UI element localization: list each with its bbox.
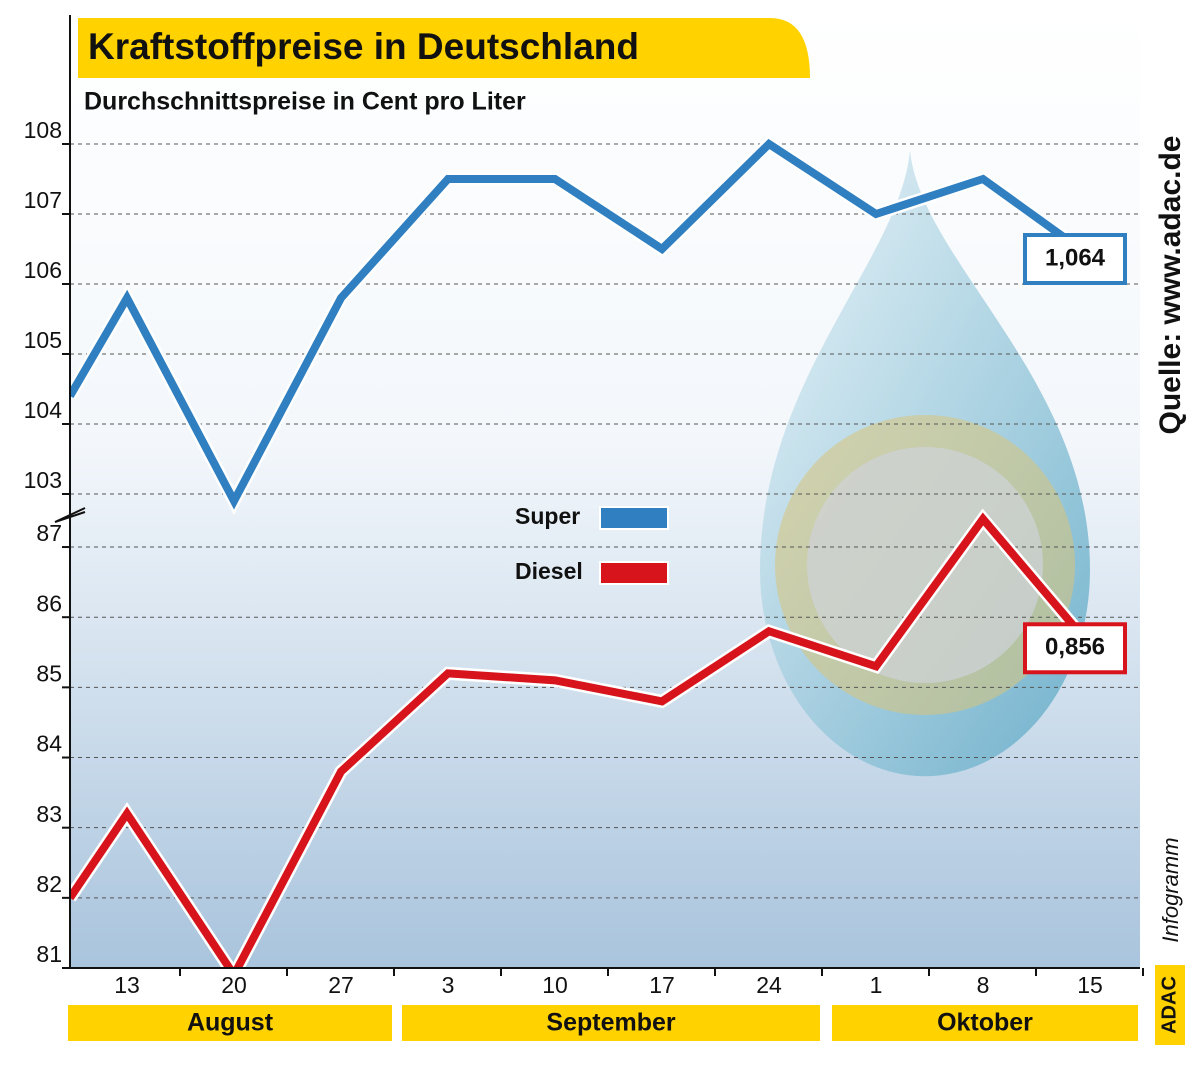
coin-center <box>807 447 1043 683</box>
y-tick-label: 105 <box>24 327 62 353</box>
source: Quelle: www.adac.de <box>1154 136 1187 435</box>
x-tick-label: 24 <box>756 972 782 998</box>
legend-label: Super <box>515 503 580 529</box>
y-tick-label: 104 <box>24 397 63 423</box>
chart-title: Kraftstoffpreise in Deutschland <box>88 26 639 67</box>
series-line <box>70 138 1093 510</box>
y-tick-label: 84 <box>36 731 62 757</box>
axis-break <box>54 507 86 523</box>
y-tick-label: 81 <box>36 941 62 967</box>
series-line <box>70 512 1094 968</box>
y-tick-label: 87 <box>36 520 62 546</box>
x-tick-label: 3 <box>442 972 455 998</box>
y-tick-label: 106 <box>24 257 62 283</box>
x-tick-label: 8 <box>977 972 990 998</box>
y-tick-label: 82 <box>36 871 62 897</box>
y-tick-label: 107 <box>24 187 62 213</box>
value-label-box <box>1023 622 1127 675</box>
month-label: August <box>187 1009 274 1037</box>
logo-box <box>1155 965 1185 1045</box>
series-layer <box>70 135 1095 968</box>
month-band <box>68 1005 392 1041</box>
legend-swatch <box>599 561 669 585</box>
y-tick-label: 86 <box>36 590 62 616</box>
grid <box>70 143 1140 969</box>
y-tick-label: 108 <box>24 117 62 143</box>
x-tick-label: 15 <box>1077 972 1103 998</box>
month-label: September <box>546 1009 675 1037</box>
y-tick-label: 85 <box>36 660 62 686</box>
chart-subtitle: Durchschnittspreise in Cent pro Liter <box>84 88 526 116</box>
x-tick-label: 10 <box>542 972 568 998</box>
value-label: 1,064 <box>1045 244 1106 271</box>
month-band <box>832 1005 1138 1041</box>
logo: ADAC <box>1158 976 1180 1034</box>
legend-swatch <box>599 506 669 530</box>
month-band <box>402 1005 820 1041</box>
value-label: 0,856 <box>1045 634 1105 661</box>
x-tick-label: 13 <box>114 972 140 998</box>
title-banner <box>78 18 810 78</box>
x-tick-label: 17 <box>649 972 675 998</box>
x-tick-label: 1 <box>870 972 883 998</box>
x-tick-label: 20 <box>221 972 247 998</box>
month-label: Oktober <box>937 1009 1033 1037</box>
y-tick-label: 103 <box>24 467 62 493</box>
value-label-box <box>1023 233 1127 285</box>
logo-suffix: Infogramm <box>1158 837 1183 942</box>
x-tick-label: 27 <box>328 972 354 998</box>
y-tick-label: 83 <box>36 801 62 827</box>
legend-label: Diesel <box>515 558 583 584</box>
